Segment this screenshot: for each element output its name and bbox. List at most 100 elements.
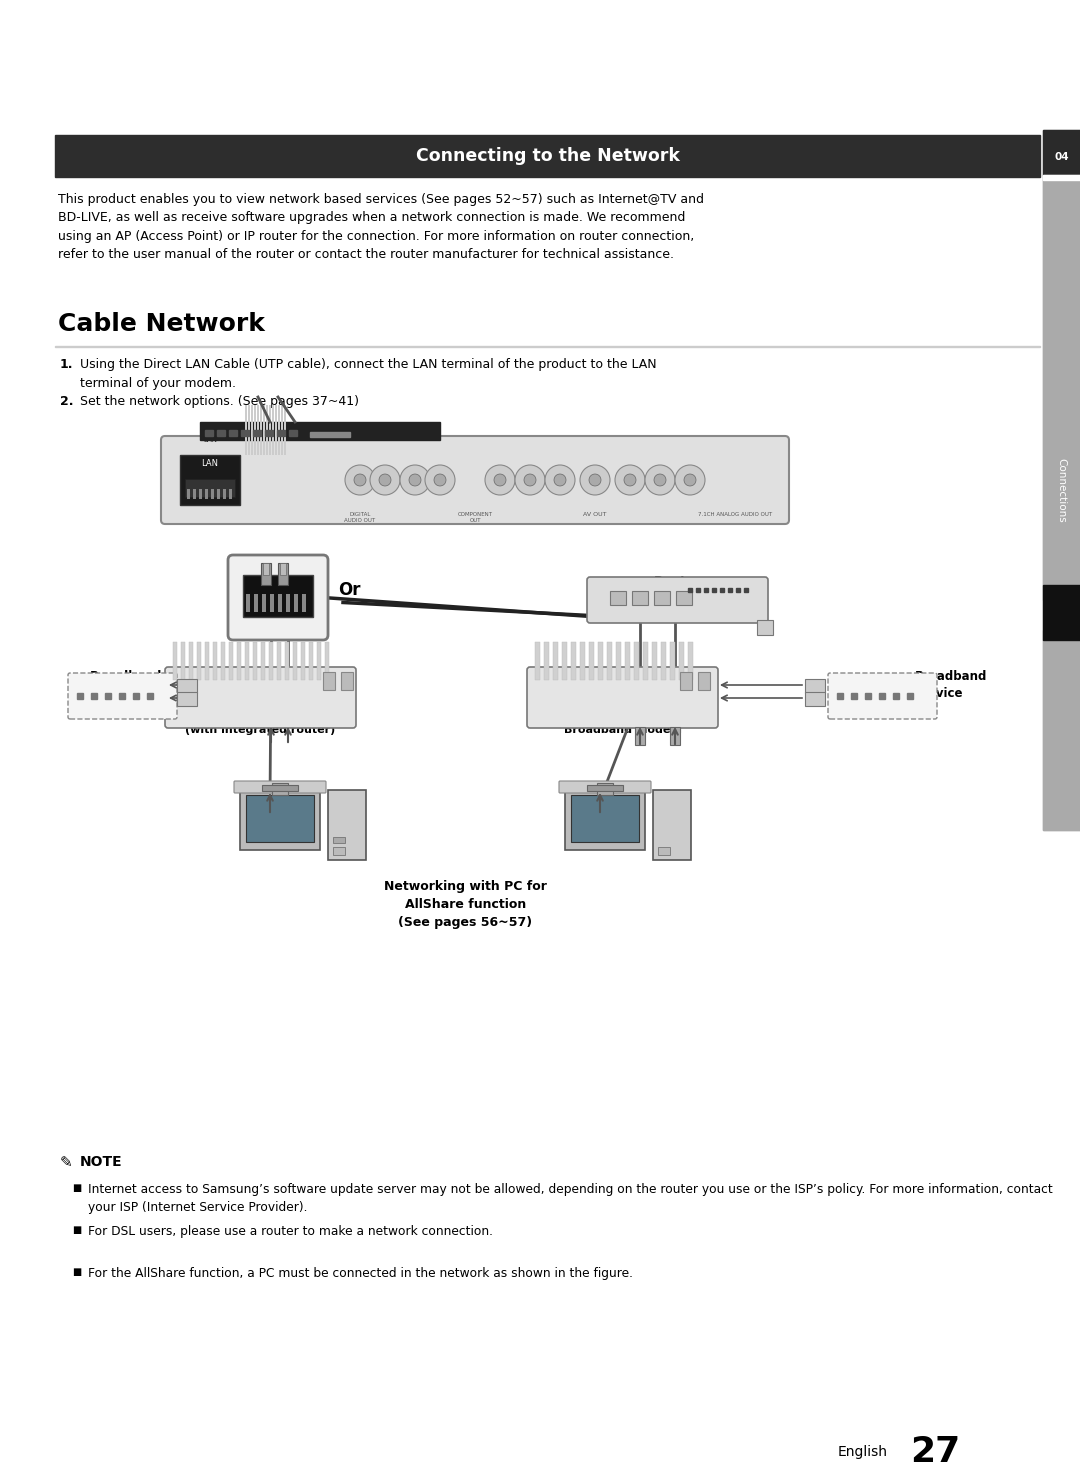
- Circle shape: [400, 465, 430, 495]
- Bar: [177, 679, 197, 693]
- Circle shape: [370, 465, 400, 495]
- Bar: [180, 455, 240, 505]
- Bar: [245, 642, 249, 679]
- Text: LAN: LAN: [203, 437, 217, 443]
- Bar: [269, 405, 270, 455]
- Bar: [264, 405, 265, 455]
- Bar: [632, 591, 648, 606]
- Text: English: English: [838, 1445, 888, 1459]
- FancyBboxPatch shape: [68, 674, 177, 719]
- Bar: [193, 489, 195, 499]
- Bar: [251, 405, 253, 455]
- Circle shape: [524, 474, 536, 486]
- Bar: [553, 642, 558, 679]
- Text: LAN: LAN: [202, 458, 218, 468]
- Bar: [325, 642, 329, 679]
- Bar: [278, 563, 288, 585]
- Bar: [269, 642, 273, 679]
- Text: For DSL users, please use a router to make a network connection.: For DSL users, please use a router to ma…: [87, 1224, 492, 1238]
- Bar: [1043, 631, 1080, 830]
- Bar: [1043, 174, 1080, 600]
- Bar: [318, 642, 321, 679]
- Bar: [328, 790, 366, 860]
- Bar: [635, 727, 645, 744]
- Bar: [222, 489, 226, 499]
- Text: ■: ■: [72, 1183, 81, 1193]
- Bar: [205, 489, 208, 499]
- Text: 27: 27: [909, 1436, 960, 1470]
- Bar: [205, 430, 213, 436]
- Bar: [254, 594, 258, 611]
- Bar: [1043, 130, 1080, 830]
- Text: 04: 04: [1054, 152, 1069, 162]
- Bar: [757, 620, 773, 635]
- Text: 1.: 1.: [60, 357, 73, 371]
- Bar: [670, 642, 675, 679]
- Text: ■: ■: [72, 1224, 81, 1235]
- Bar: [580, 642, 585, 679]
- Text: NOTE: NOTE: [80, 1155, 123, 1168]
- Bar: [199, 489, 202, 499]
- Bar: [589, 642, 594, 679]
- Bar: [187, 489, 190, 499]
- Bar: [270, 594, 274, 611]
- Circle shape: [426, 465, 455, 495]
- Bar: [643, 642, 648, 679]
- Bar: [254, 405, 256, 455]
- Bar: [181, 642, 185, 679]
- Bar: [565, 784, 645, 849]
- Bar: [261, 642, 265, 679]
- Bar: [189, 642, 193, 679]
- Circle shape: [684, 474, 696, 486]
- Bar: [261, 563, 271, 585]
- Bar: [294, 594, 298, 611]
- Bar: [211, 489, 214, 499]
- Bar: [1043, 174, 1080, 180]
- FancyBboxPatch shape: [234, 781, 326, 793]
- Bar: [323, 672, 335, 690]
- Bar: [217, 430, 225, 436]
- Bar: [272, 783, 288, 795]
- Bar: [229, 489, 232, 499]
- Text: Set the network options. (See pages 37~41): Set the network options. (See pages 37~4…: [80, 394, 359, 408]
- Bar: [276, 642, 281, 679]
- FancyBboxPatch shape: [161, 436, 789, 524]
- Bar: [607, 642, 612, 679]
- Bar: [286, 594, 291, 611]
- Bar: [588, 784, 623, 792]
- Bar: [280, 563, 286, 575]
- Bar: [341, 672, 353, 690]
- Circle shape: [545, 465, 575, 495]
- Circle shape: [580, 465, 610, 495]
- Bar: [276, 430, 285, 436]
- FancyBboxPatch shape: [527, 668, 718, 728]
- Bar: [688, 642, 693, 679]
- Bar: [610, 591, 626, 606]
- Text: Connecting to the Network: Connecting to the Network: [416, 148, 679, 165]
- Bar: [652, 642, 657, 679]
- FancyBboxPatch shape: [559, 781, 651, 793]
- Bar: [229, 642, 233, 679]
- Text: ■: ■: [72, 1267, 81, 1278]
- Circle shape: [615, 465, 645, 495]
- Bar: [1043, 130, 1080, 174]
- Bar: [698, 672, 710, 690]
- Text: Or: Or: [338, 580, 361, 600]
- Circle shape: [554, 474, 566, 486]
- Bar: [333, 846, 345, 855]
- FancyBboxPatch shape: [828, 674, 937, 719]
- Bar: [535, 642, 540, 679]
- Bar: [240, 784, 320, 849]
- Bar: [284, 405, 285, 455]
- Text: Broadband modem
(with integrated router): Broadband modem (with integrated router): [186, 712, 336, 736]
- Bar: [679, 642, 684, 679]
- Bar: [185, 479, 235, 496]
- Bar: [616, 642, 621, 679]
- Bar: [1043, 585, 1080, 640]
- Circle shape: [485, 465, 515, 495]
- Bar: [281, 405, 283, 455]
- Bar: [173, 642, 177, 679]
- Bar: [253, 642, 257, 679]
- Bar: [571, 642, 576, 679]
- Text: Router: Router: [653, 575, 701, 588]
